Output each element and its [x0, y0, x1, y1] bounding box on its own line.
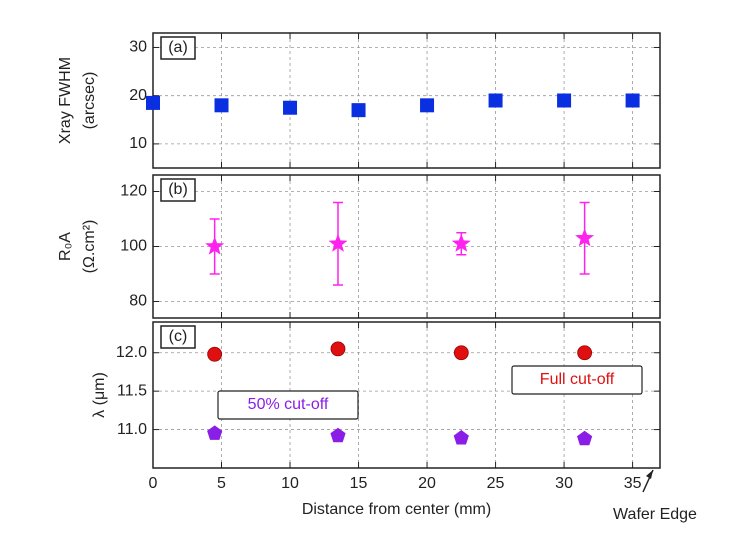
panel-label: (b)	[168, 181, 188, 198]
legend-box	[217, 390, 359, 420]
y-tick-label: 12.0	[116, 344, 147, 361]
marker	[283, 100, 298, 115]
marker	[328, 233, 348, 252]
marker	[451, 233, 471, 252]
panel-label-box	[160, 325, 196, 349]
y-axis-title: (arcsec)	[81, 72, 98, 130]
x-tick-label: 0	[149, 475, 158, 492]
plot-frame	[152, 32, 661, 169]
marker	[575, 228, 595, 247]
y-tick-label: 100	[120, 238, 147, 255]
y-axis-title: R₀A	[57, 232, 74, 261]
y-tick-label: 20	[129, 87, 147, 104]
x-tick-label: 30	[555, 475, 573, 492]
y-axis-title: (Ω.cm²)	[81, 220, 98, 274]
y-tick-label: 11.0	[117, 421, 147, 438]
marker	[207, 346, 223, 362]
marker	[207, 425, 223, 440]
legend-label: Full cut-off	[540, 371, 615, 388]
marker	[488, 93, 503, 108]
marker	[625, 93, 640, 108]
marker	[330, 341, 346, 357]
marker	[577, 430, 593, 446]
x-tick-label: 5	[217, 475, 226, 492]
marker	[557, 93, 572, 108]
panel-label: (a)	[168, 39, 188, 56]
x-tick-label: 20	[418, 475, 436, 492]
plot-frame	[152, 174, 661, 319]
y-tick-label: 80	[129, 293, 147, 310]
wafer-edge-arrowhead	[646, 470, 653, 479]
y-tick-label: 30	[129, 39, 147, 56]
marker	[146, 95, 160, 110]
x-tick-label: 35	[624, 475, 642, 492]
marker	[205, 236, 225, 255]
panel-label: (c)	[169, 328, 188, 345]
x-axis-title: Distance from center (mm)	[302, 501, 491, 518]
legend-label: 50% cut-off	[248, 396, 329, 413]
marker	[420, 98, 435, 113]
marker	[453, 430, 469, 445]
marker	[330, 427, 346, 443]
marker	[351, 103, 366, 118]
marker	[453, 345, 469, 361]
panel-label-box	[160, 178, 196, 202]
x-tick-label: 25	[487, 475, 505, 492]
x-tick-label: 15	[350, 475, 368, 492]
y-axis-title: λ (μm)	[91, 372, 108, 418]
marker	[214, 98, 229, 113]
x-tick-label: 10	[281, 475, 299, 492]
y-tick-label: 120	[120, 183, 147, 200]
plot-frame	[152, 321, 661, 469]
panel-label-box	[160, 36, 196, 60]
marker	[577, 345, 593, 361]
y-tick-label: 10	[129, 135, 147, 152]
y-tick-label: 11.5	[117, 382, 147, 399]
y-axis-title: Xray FWHM	[57, 57, 74, 144]
annotation: Wafer Edge	[613, 506, 697, 523]
legend-box	[511, 365, 643, 395]
